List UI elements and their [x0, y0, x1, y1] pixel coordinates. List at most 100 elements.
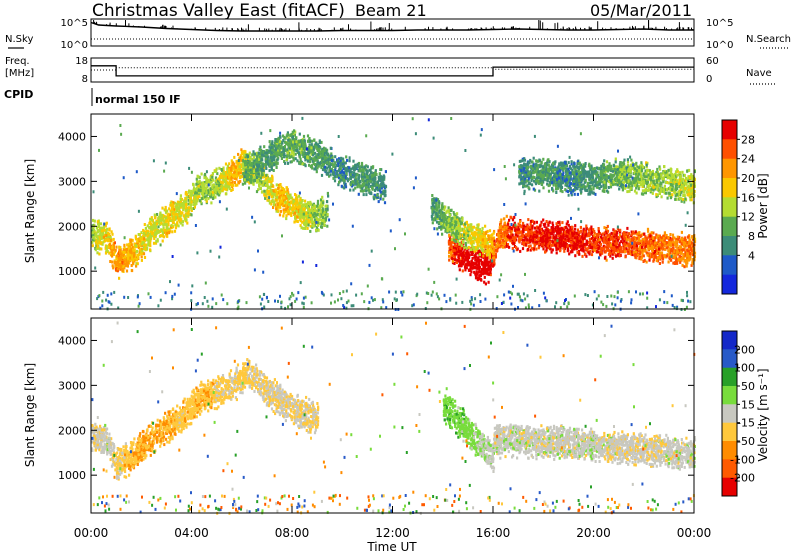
echo-cell: [166, 234, 169, 238]
echo-cell: [312, 213, 315, 217]
echo-cell: [292, 153, 295, 157]
echo-cell: [214, 187, 217, 191]
echo-cell: [235, 177, 238, 181]
echo-cell: [255, 159, 258, 162]
echo-cell: [330, 152, 333, 156]
echo-cell: [139, 237, 142, 241]
echo-cell: [219, 189, 222, 193]
echo-cell: [226, 170, 230, 174]
echo-cell: [190, 190, 193, 194]
echo-cell: [292, 150, 295, 154]
echo-cell: [204, 197, 207, 201]
echo-cell: [134, 234, 137, 238]
echo-cell: [209, 187, 212, 191]
echo-cell: [274, 148, 277, 152]
echo-cell: [274, 138, 277, 141]
echo-cell: [370, 174, 374, 178]
echo-cell: [294, 193, 297, 196]
nave-tick-bottom: 0: [706, 74, 712, 85]
echo-cell: [187, 198, 190, 202]
echo-cell: [271, 200, 274, 203]
echo-cell: [203, 174, 206, 178]
echo-cell: [286, 154, 289, 158]
echo-cell: [288, 142, 291, 146]
echo-cell: [172, 208, 175, 212]
echo-cell: [322, 199, 325, 203]
echo-cell: [586, 234, 589, 237]
echo-cell: [176, 213, 179, 217]
echo-cell: [189, 196, 192, 200]
echo-cell: [253, 152, 257, 156]
noise-right-tick-top: 10^5: [706, 18, 733, 29]
echo-cell: [120, 252, 123, 256]
echo-cell: [328, 163, 331, 166]
echo-cell: [266, 179, 269, 183]
echo-cell: [196, 195, 199, 199]
echo-cell: [304, 199, 307, 203]
echo-cell: [384, 170, 387, 174]
echo-cell: [268, 180, 271, 184]
echo-cell: [205, 187, 208, 191]
echo-cell: [115, 263, 118, 267]
echo-cell: [123, 243, 126, 247]
echo-cell: [244, 168, 248, 172]
echo-cell: [346, 158, 349, 162]
echo-cell: [619, 230, 622, 234]
echo-cell: [236, 183, 239, 187]
echo-cell: [550, 226, 553, 229]
echo-cell: [633, 241, 636, 245]
echo-cell: [271, 140, 274, 144]
echo-cell: [682, 238, 685, 242]
echo-cell: [163, 222, 166, 226]
echo-cell: [496, 241, 499, 245]
echo-cell: [153, 235, 156, 239]
echo-cell: [305, 222, 308, 226]
echo-cell: [321, 151, 324, 155]
echo-cell: [384, 185, 388, 189]
echo-cell: [170, 207, 174, 211]
echo-cell: [197, 175, 200, 179]
echo-cell: [505, 228, 508, 231]
echo-cell: [244, 181, 247, 185]
echo-cell: [611, 256, 614, 260]
echo-cell: [249, 165, 252, 169]
echo-cell: [265, 195, 268, 199]
echo-cell: [241, 156, 244, 160]
echo-cell: [305, 224, 308, 228]
echo-cell: [327, 194, 330, 198]
echo-cell: [628, 251, 631, 255]
echo-cell: [636, 248, 639, 251]
echo-cell: [131, 269, 134, 273]
echo-cell: [284, 140, 287, 144]
echo-cell: [313, 212, 316, 215]
echo-cell: [286, 131, 289, 135]
echo-cell: [252, 175, 255, 179]
echo-cell: [309, 229, 312, 233]
echo-cell: [247, 157, 250, 160]
echo-cell: [210, 193, 213, 197]
echo-cell: [455, 261, 459, 264]
echo-cell: [273, 153, 277, 157]
echo-cell: [317, 156, 320, 160]
echo-cell: [609, 242, 612, 246]
echo-cell: [130, 251, 133, 255]
echo-cell: [147, 240, 150, 244]
echo-cell: [566, 220, 569, 224]
echo-cell: [259, 145, 262, 149]
echo-cell: [320, 173, 324, 177]
echo-cell: [99, 230, 102, 234]
echo-cell: [185, 205, 188, 209]
echo-cell: [311, 203, 314, 207]
echo-cell: [349, 170, 352, 174]
echo-cell: [615, 244, 618, 248]
echo-cell: [298, 201, 301, 205]
echo-cell: [515, 238, 518, 242]
echo-cell: [207, 190, 210, 194]
echo-cell: [171, 209, 174, 213]
echo-cell: [115, 245, 118, 249]
echo-cell: [517, 225, 520, 229]
echo-cell: [322, 201, 325, 205]
echo-cell: [99, 222, 103, 226]
echo-cell: [374, 169, 377, 173]
echo-cell: [240, 148, 243, 152]
